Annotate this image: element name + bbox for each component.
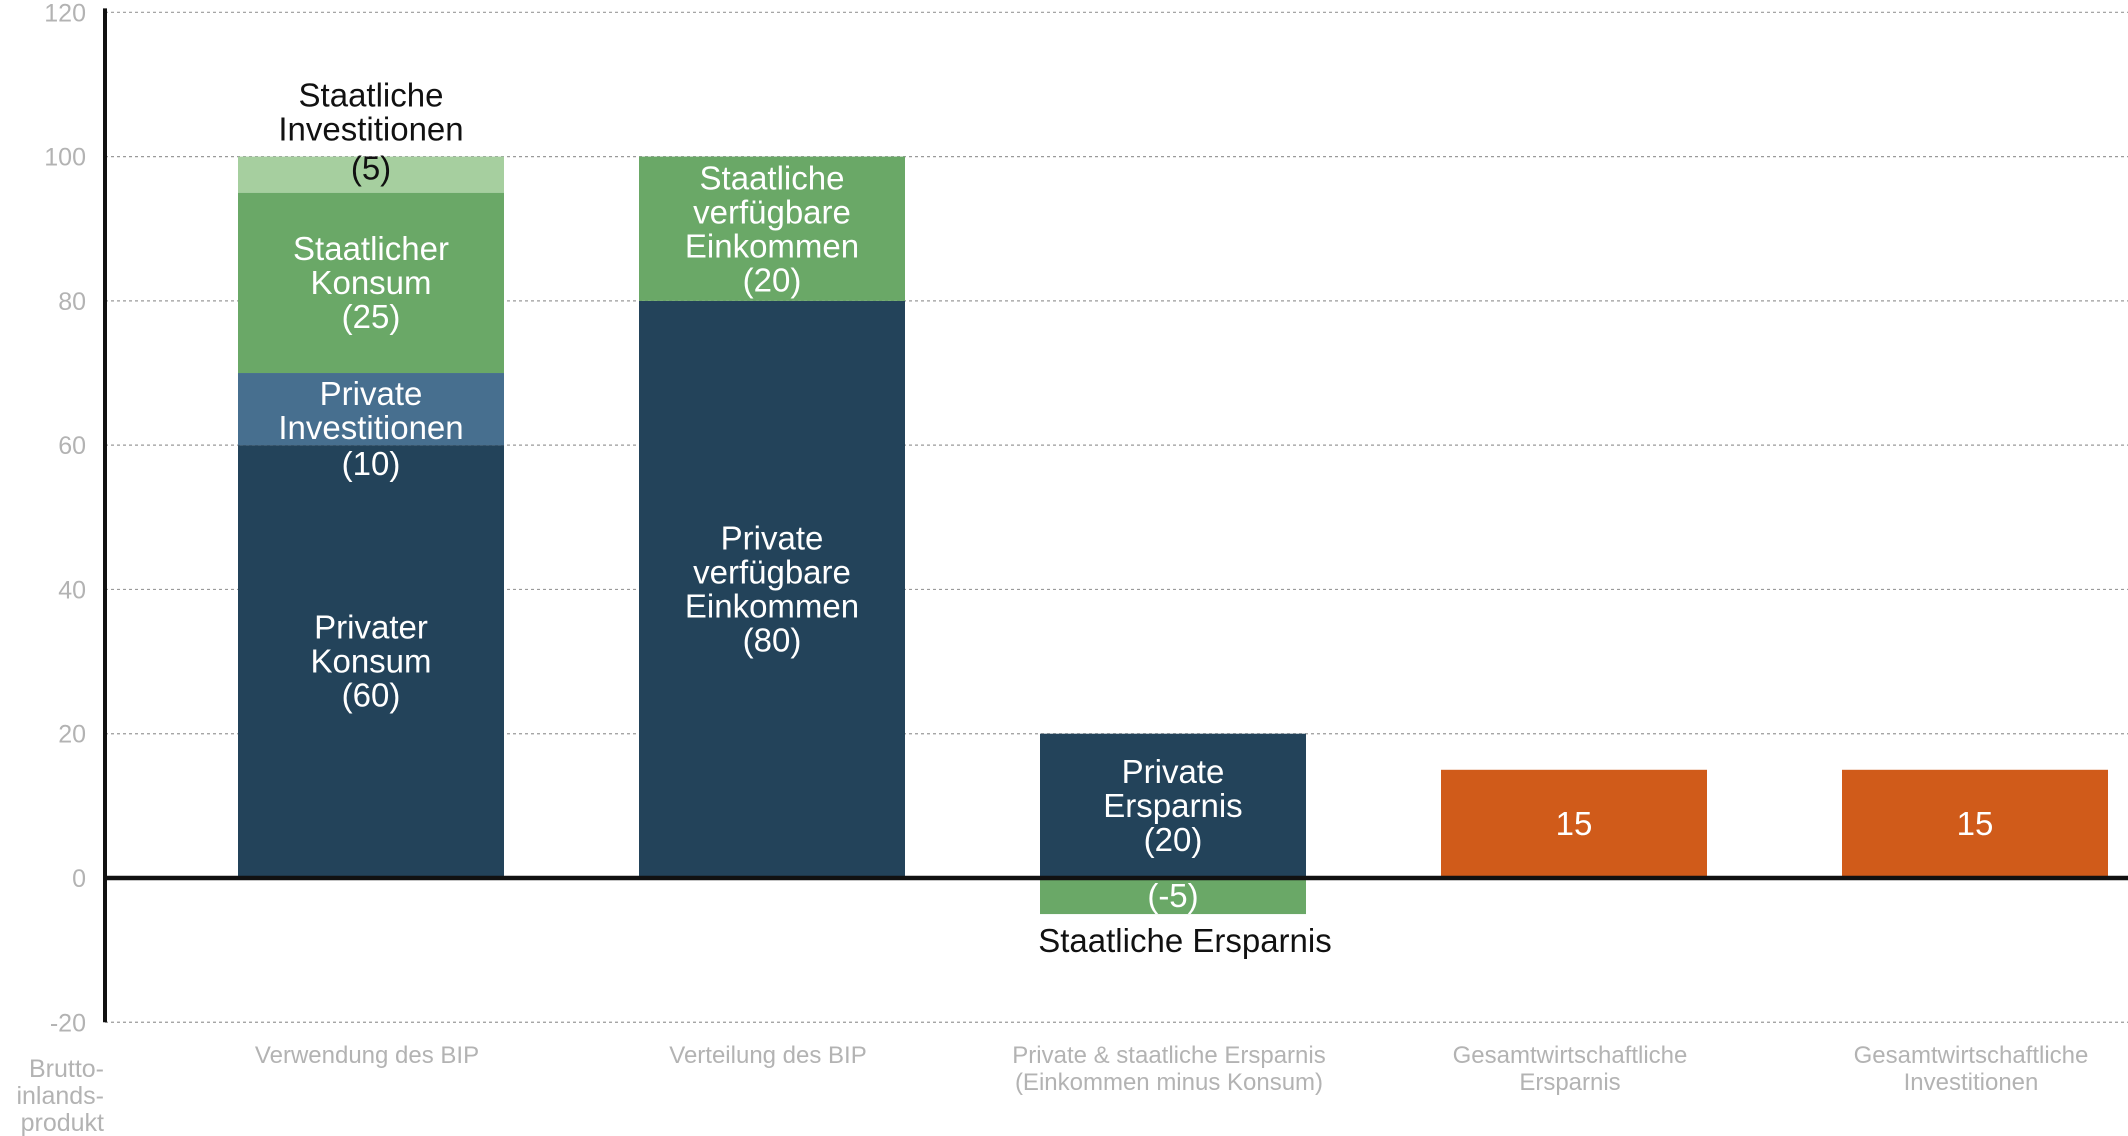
x-category-label: Verwendung des BIP <box>255 1042 479 1069</box>
bar-segment <box>1040 878 1306 915</box>
bar-segment-label: Einkommen <box>685 587 859 624</box>
bar-segment-label: verfügbare <box>693 553 851 590</box>
bar-segment-label: 15 <box>1957 805 1994 842</box>
bar-segment-label: (25) <box>342 298 401 335</box>
y-tick-label: 20 <box>58 721 86 749</box>
bar-segment-label: Investitionen <box>278 409 463 446</box>
bar-segment-label: Staatlicher <box>293 230 449 267</box>
bar-segment-label: Privater <box>314 609 428 646</box>
bar-segment <box>1842 769 2108 878</box>
bar-segment-label: (20) <box>743 262 802 299</box>
bar-segment-label: Investitionen <box>278 111 463 148</box>
bar-segment <box>1441 769 1707 878</box>
bar-segment-label: Konsum <box>310 643 431 680</box>
y-axis-label: Brutto- <box>29 1055 104 1083</box>
bar-segment <box>639 156 905 301</box>
y-tick-label: 40 <box>58 576 86 604</box>
y-tick-label: -20 <box>50 1009 86 1037</box>
y-tick-label: 120 <box>44 0 86 27</box>
y-axis-label: inlands- <box>16 1082 104 1110</box>
bar-segment-label: Staatliche Ersparnis <box>1038 922 1331 959</box>
bar-segment-label: Private <box>1122 753 1225 790</box>
y-tick-label: 0 <box>72 865 86 893</box>
bar-segment-label: (60) <box>342 677 401 714</box>
bar-segment-label: Einkommen <box>685 228 859 265</box>
x-category-label: (Einkommen minus Konsum) <box>1015 1069 1323 1096</box>
bar-segment <box>639 300 905 878</box>
y-tick-label: 100 <box>44 144 86 172</box>
bar-segment-label: Private <box>320 375 423 412</box>
bar-segment <box>238 373 504 446</box>
x-category-label: Gesamtwirtschaftliche <box>1854 1042 2089 1069</box>
bar-segment-label: Staatliche <box>700 160 845 197</box>
bar-segment-label: (10) <box>342 445 401 482</box>
bar-segment-label: (-5) <box>1147 877 1198 914</box>
bar-segment <box>238 192 504 374</box>
bar-segment-label: (80) <box>743 621 802 658</box>
x-category-label: Gesamtwirtschaftliche <box>1453 1042 1688 1069</box>
x-category-label: Ersparnis <box>1519 1069 1620 1096</box>
bar-segment-label: Konsum <box>310 264 431 301</box>
bar-segment-label: verfügbare <box>693 194 851 231</box>
bar-segment <box>238 445 504 878</box>
bar-segment-label: 15 <box>1556 805 1593 842</box>
bar-segment-label: Private <box>721 519 824 556</box>
y-tick-label: 60 <box>58 432 86 460</box>
bar-segment <box>238 156 504 193</box>
x-category-label: Verteilung des BIP <box>669 1042 866 1069</box>
x-category-label: Investitionen <box>1904 1069 2039 1096</box>
bar-segment <box>1040 733 1306 878</box>
bar-segment-label: Staatliche <box>299 77 444 114</box>
bar-segment-label: (5) <box>351 150 391 187</box>
y-axis-label: produkt <box>21 1109 104 1136</box>
x-category-label: Private & staatliche Ersparnis <box>1012 1042 1325 1069</box>
y-tick-label: 80 <box>58 288 86 316</box>
bar-segment-label: Ersparnis <box>1103 787 1242 824</box>
bar-segment-label: (20) <box>1144 821 1203 858</box>
